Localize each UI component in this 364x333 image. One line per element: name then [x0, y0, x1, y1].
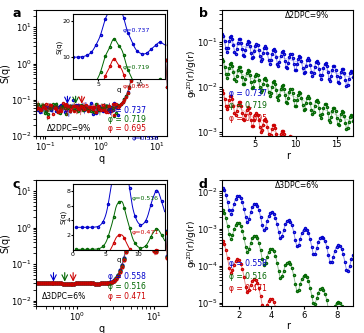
Text: b: b	[199, 7, 207, 20]
Text: Δ3DPC=6%: Δ3DPC=6%	[41, 292, 86, 301]
Text: c: c	[13, 178, 20, 191]
Text: φ = 0.471: φ = 0.471	[229, 284, 267, 293]
Text: a: a	[13, 7, 21, 20]
Text: φ = 0.737: φ = 0.737	[229, 89, 267, 98]
Text: Δ2DPC=9%: Δ2DPC=9%	[47, 124, 91, 133]
Text: φ = 0.516: φ = 0.516	[108, 282, 146, 291]
Text: φ = 0.516: φ = 0.516	[229, 272, 267, 281]
Text: φ = 0.558: φ = 0.558	[229, 259, 267, 268]
X-axis label: q: q	[99, 324, 105, 333]
X-axis label: q: q	[99, 154, 105, 164]
Text: φ = 0.695: φ = 0.695	[108, 124, 146, 133]
X-axis label: r: r	[286, 151, 290, 161]
Y-axis label: S(q): S(q)	[0, 63, 10, 83]
Text: φ = 0.719: φ = 0.719	[229, 101, 267, 110]
Text: φ = 0.695: φ = 0.695	[229, 114, 267, 123]
Text: φ = 0.719: φ = 0.719	[108, 115, 146, 124]
Text: d: d	[199, 178, 207, 191]
Text: Δ3DPC=6%: Δ3DPC=6%	[274, 181, 319, 190]
Y-axis label: S(q): S(q)	[0, 233, 10, 253]
Text: Δ2DPC=9%: Δ2DPC=9%	[285, 11, 329, 20]
Y-axis label: g₆²ᴰ(r)/g(r): g₆²ᴰ(r)/g(r)	[187, 49, 196, 97]
Text: φ = 0.558: φ = 0.558	[108, 272, 146, 281]
Text: φ = 0.737: φ = 0.737	[108, 107, 146, 116]
Text: φ = 0.471: φ = 0.471	[108, 292, 146, 301]
Y-axis label: g₆²ᴰ(r)/g(r): g₆²ᴰ(r)/g(r)	[187, 219, 195, 267]
X-axis label: r: r	[286, 321, 290, 331]
